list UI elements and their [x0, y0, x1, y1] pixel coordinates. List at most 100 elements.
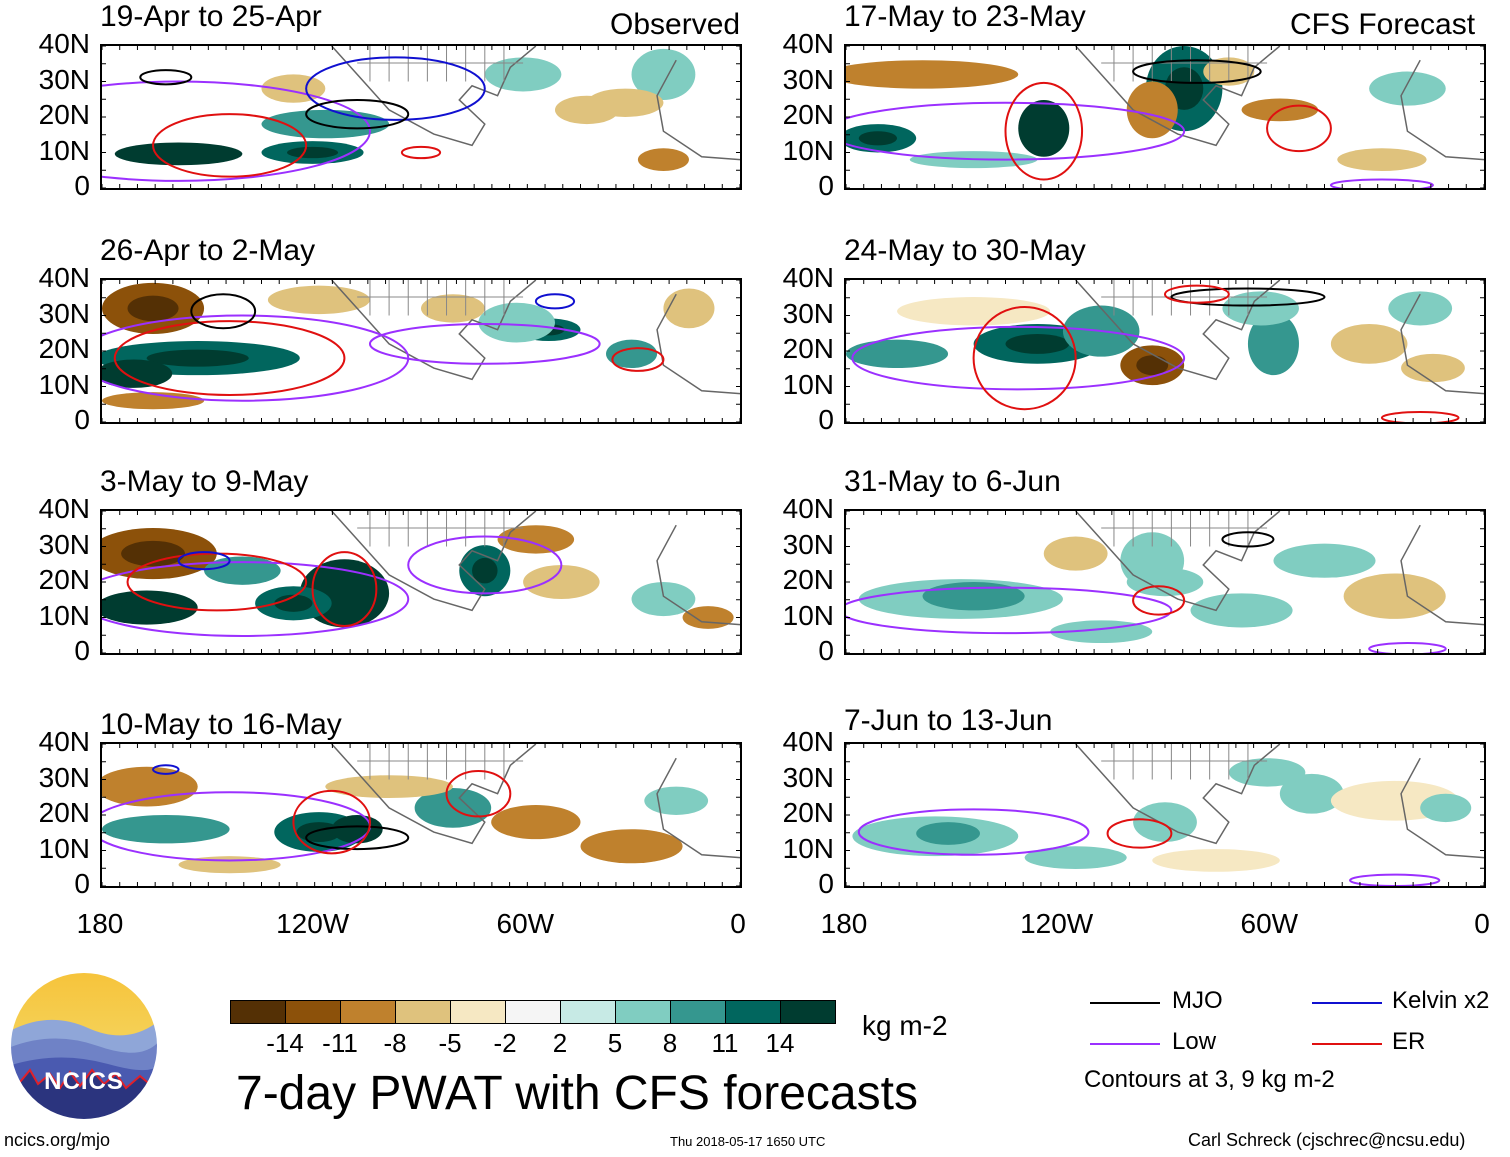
pwat-anomaly-blob [1330, 324, 1408, 364]
lat-label: 30N [782, 63, 834, 95]
pwat-anomaly-blob [1247, 312, 1299, 376]
pwat-anomaly-core [858, 131, 898, 146]
lat-label: 0 [818, 170, 834, 201]
panel-title: 3-May to 9-May [100, 465, 309, 498]
state-borders [1101, 744, 1268, 780]
legend-line-mjo [1090, 1002, 1160, 1004]
pwat-map [100, 278, 742, 424]
panel-title: 19-Apr to 25-Apr [100, 0, 322, 33]
legend-line-er [1312, 1043, 1382, 1045]
lat-label: 20N [38, 99, 90, 130]
colorbar-label: 11 [711, 1028, 739, 1058]
footer-url[interactable]: ncics.org/mjo [4, 1130, 111, 1150]
pwat-anomaly-core [1005, 333, 1070, 354]
panel-title: 26-Apr to 2-May [100, 234, 316, 267]
pwat-anomaly-blob [846, 60, 1019, 89]
africa-coastline [656, 757, 740, 859]
pwat-anomaly-blob [922, 582, 1025, 611]
wave-contour [292, 789, 371, 855]
wave-contour [311, 551, 378, 628]
wave-contour [534, 293, 576, 310]
pwat-map [844, 742, 1486, 888]
wave-contour [400, 145, 442, 160]
africa-coastline [656, 293, 740, 395]
legend-line-low [1090, 1043, 1160, 1045]
panel-title: 10-May to 16-May [100, 708, 342, 741]
lat-label: 40N [782, 726, 834, 757]
pwat-anomaly-core [121, 540, 185, 567]
africa-coastline [1400, 293, 1484, 395]
pwat-anomaly-core [472, 557, 498, 584]
legend-line-kelvin [1312, 1002, 1382, 1004]
lon-label: 120W [1020, 908, 1094, 939]
state-borders [1101, 511, 1268, 547]
wave-contour [113, 320, 346, 397]
wave-contour [611, 347, 665, 372]
wave-contour [1221, 531, 1275, 548]
wave-contour [846, 101, 1186, 161]
lat-label: 10N [38, 599, 90, 631]
pwat-anomaly-core [287, 146, 339, 159]
wave-contour [305, 825, 410, 851]
pwat-anomaly-blob [497, 525, 575, 554]
colorbar-label: 5 [607, 1028, 623, 1058]
lat-label: 30N [782, 297, 834, 329]
pwat-anomaly-blob [580, 829, 683, 864]
colorbar-swatch [395, 1000, 451, 1024]
pwat-anomaly-blob [846, 339, 949, 369]
wave-contour [1170, 287, 1326, 307]
legend-label-low: Low [1172, 1028, 1217, 1055]
lat-label: 0 [818, 404, 834, 435]
pwat-anomaly-blob [897, 297, 1051, 326]
lat-label: 40N [38, 28, 90, 59]
lat-label: 0 [74, 170, 90, 201]
colorbar-swatch [560, 1000, 616, 1024]
pwat-anomaly-blob [1279, 773, 1344, 814]
lat-label: 20N [782, 797, 834, 828]
lat-label: 30N [38, 761, 90, 793]
lat-label: 20N [38, 333, 90, 364]
lat-label: 10N [38, 368, 90, 400]
lat-label: 30N [38, 63, 90, 95]
lon-label: 180 [76, 908, 124, 939]
pwat-map [100, 44, 742, 190]
north-america-coastline [331, 511, 537, 612]
lat-label: 20N [38, 797, 90, 828]
pwat-anomaly-blob [1388, 291, 1453, 326]
north-america-coastline [1075, 280, 1281, 381]
africa-coastline [1400, 757, 1484, 859]
wave-contour [1349, 873, 1441, 886]
pwat-anomaly-blob [484, 57, 562, 92]
state-borders [357, 511, 524, 547]
wave-contour [846, 586, 1173, 635]
main-title: 7-day PWAT with CFS forecasts [236, 1067, 918, 1120]
lat-label: 10N [782, 368, 834, 400]
wave-contour [139, 69, 193, 86]
lon-label: 0 [1474, 908, 1490, 939]
panel-title: 7-Jun to 13-Jun [844, 704, 1053, 737]
pwat-anomaly-blob [1420, 793, 1472, 823]
lat-label: 10N [782, 832, 834, 864]
wave-contour [152, 113, 308, 178]
lat-label: 20N [782, 564, 834, 595]
africa-coastline [1400, 524, 1484, 626]
wave-contour [1132, 59, 1262, 84]
pwat-anomaly-blob [1337, 148, 1427, 171]
pwat-anomaly-core [322, 576, 367, 611]
colorbar-swatch [450, 1000, 506, 1024]
pwat-anomaly-blob [491, 805, 581, 840]
panel-tag: Observed [610, 8, 741, 41]
pwat-map [100, 509, 742, 655]
pwat-map [100, 742, 742, 888]
pwat-anomaly-blob [644, 786, 709, 815]
pwat-anomaly-blob [1401, 353, 1465, 383]
pwat-anomaly-blob [204, 556, 281, 585]
pwat-anomaly-blob [606, 339, 658, 369]
lat-label: 40N [782, 28, 834, 59]
pwat-anomaly-blob [1152, 849, 1280, 872]
colorbar-units: kg m-2 [862, 1010, 948, 1041]
pwat-anomaly-blob [637, 148, 689, 171]
colorbar-swatch [285, 1000, 341, 1024]
colorbar-swatch [505, 1000, 561, 1024]
wave-contour [407, 535, 563, 595]
